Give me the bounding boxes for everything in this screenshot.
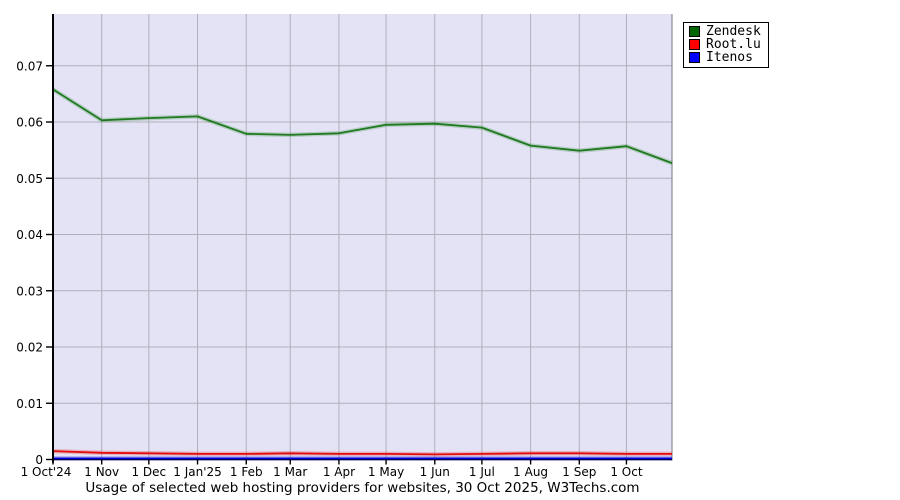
x-tick-label: 1 Apr bbox=[323, 465, 355, 479]
legend-item-rootlu: Root.lu bbox=[689, 38, 761, 51]
x-tick-label: 1 Oct'24 bbox=[21, 465, 72, 479]
legend-label-zendesk: Zendesk bbox=[706, 23, 761, 39]
itenos-swatch-icon bbox=[689, 52, 700, 63]
y-tick-label: 0.07 bbox=[16, 59, 43, 73]
plot-background bbox=[53, 14, 672, 460]
y-tick-label: 0.01 bbox=[16, 397, 43, 411]
x-tick-label: 1 Mar bbox=[273, 465, 307, 479]
legend-item-itenos: Itenos bbox=[689, 51, 761, 64]
x-tick-label: 1 Feb bbox=[230, 465, 263, 479]
legend-label-rootlu: Root.lu bbox=[706, 36, 761, 52]
series-line-root.lu bbox=[52, 450, 672, 456]
chart-title: Usage of selected web hosting providers … bbox=[85, 480, 640, 496]
x-tick-label: 1 Sep bbox=[562, 465, 596, 479]
x-tick-label: 1 Jun bbox=[420, 465, 450, 479]
x-tick-label: 1 Dec bbox=[131, 465, 166, 479]
x-tick-label: 1 May bbox=[368, 465, 404, 479]
y-tick-label: 0.06 bbox=[16, 116, 43, 130]
zendesk-swatch-icon bbox=[689, 26, 700, 37]
y-tick-label: 0.02 bbox=[16, 341, 43, 355]
y-tick-label: 0.04 bbox=[16, 228, 43, 242]
y-tick-label: 0.05 bbox=[16, 172, 43, 186]
x-tick-label: 1 Jan'25 bbox=[173, 465, 222, 479]
x-tick-label: 1 Aug bbox=[513, 465, 548, 479]
x-tick-label: 1 Nov bbox=[84, 465, 119, 479]
series-line-zendesk bbox=[52, 88, 673, 164]
y-tick-label: 0 bbox=[35, 453, 43, 467]
legend-item-zendesk: Zendesk bbox=[689, 25, 761, 38]
y-tick-label: 0.03 bbox=[16, 284, 43, 298]
rootlu-swatch-icon bbox=[689, 39, 700, 50]
legend-box: Zendesk Root.lu Itenos bbox=[683, 22, 769, 68]
x-tick-label: 1 Jul bbox=[469, 465, 495, 479]
x-tick-label: 1 Oct bbox=[610, 465, 642, 479]
legend-label-itenos: Itenos bbox=[706, 49, 753, 65]
